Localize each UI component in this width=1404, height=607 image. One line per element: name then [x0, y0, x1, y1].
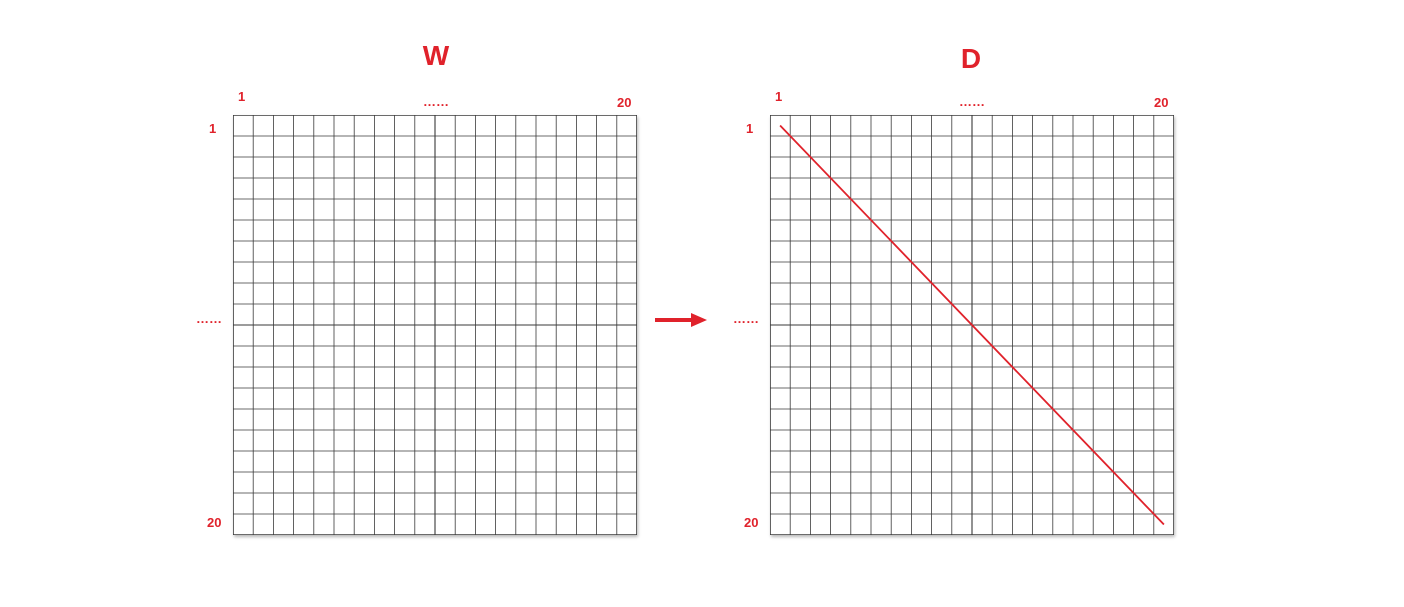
panel-w-col-label-last: 20 — [617, 95, 632, 110]
panel-d-grid — [770, 115, 1174, 535]
panel-d-row-label-last: 20 — [744, 515, 759, 530]
arrow-right-icon — [655, 313, 707, 327]
panel-w-grid — [233, 115, 637, 535]
panel-d-diagonal-line — [779, 124, 1165, 526]
panel-w-grid-svg — [233, 115, 637, 535]
panel-d-col-label-middle: …… — [959, 94, 985, 109]
panel-w-row-label-middle: …… — [196, 311, 222, 326]
panel-d-row-label-middle: …… — [733, 311, 759, 326]
panel-w-title: W — [422, 40, 450, 71]
panel-d-row-label-first: 1 — [746, 121, 754, 136]
panel-d-col-label-last: 20 — [1154, 95, 1169, 110]
panel-w-row-label-last: 20 — [207, 515, 222, 530]
panel-d-col-label-first: 1 — [775, 89, 783, 104]
panel-w-row-label-first: 1 — [209, 121, 217, 136]
panel-d-title: D — [960, 43, 982, 74]
panel-w-col-label-first: 1 — [238, 89, 246, 104]
panel-d-grid-svg — [770, 115, 1174, 535]
panel-w-col-label-middle: …… — [423, 94, 449, 109]
